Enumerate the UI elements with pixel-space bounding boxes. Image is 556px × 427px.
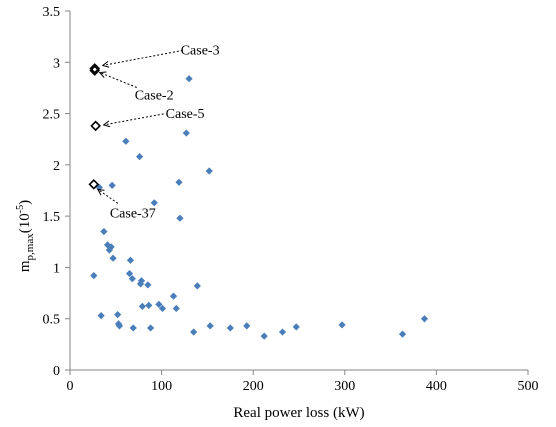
data-point xyxy=(398,330,407,338)
y-tick-label: 2 xyxy=(53,159,60,174)
annotation-arrow xyxy=(104,113,164,125)
data-point xyxy=(100,227,108,236)
data-point xyxy=(108,181,116,189)
data-point xyxy=(292,323,300,331)
y-tick-label: 0.5 xyxy=(43,313,61,328)
data-point xyxy=(107,243,115,251)
annotations: Case-3 Case-2 Case-5 Case-37 xyxy=(98,43,220,221)
y-tick-label: 1.5 xyxy=(43,210,61,225)
data-point xyxy=(243,322,251,330)
data-point xyxy=(182,129,190,137)
y-tick-label: 3 xyxy=(53,56,60,71)
data-point xyxy=(136,153,144,161)
data-point xyxy=(155,300,163,308)
highlight-point xyxy=(90,120,101,132)
data-point xyxy=(136,280,145,288)
y-axis-title-unit-post: ) xyxy=(17,200,33,205)
axes: 0 0.5 1 1.5 2 2.5 3 3.5 0 100 200 300 400 500 xyxy=(43,5,539,394)
x-tick-label: 0 xyxy=(67,379,74,394)
data-point xyxy=(126,256,135,264)
data-point xyxy=(114,311,122,319)
annotation-label: Case-5 xyxy=(166,107,205,122)
data-point xyxy=(158,304,167,313)
data-point xyxy=(169,292,178,300)
y-axis-title: mp,max(10-5) xyxy=(15,200,36,272)
data-point xyxy=(109,254,117,262)
x-axis-title: Real power loss (kW) xyxy=(233,405,364,421)
data-point xyxy=(420,315,429,323)
data-point xyxy=(193,282,201,290)
data-point xyxy=(150,199,158,207)
data-point xyxy=(338,321,346,329)
x-tick-label: 400 xyxy=(426,379,447,394)
data-point xyxy=(205,167,213,175)
data-point xyxy=(145,301,153,309)
data-point xyxy=(103,241,112,249)
data-point xyxy=(176,214,184,222)
data-point xyxy=(147,324,155,332)
data-point xyxy=(137,277,146,285)
y-tick-label: 1 xyxy=(53,261,60,276)
x-tick-label: 300 xyxy=(334,379,355,394)
data-point xyxy=(122,137,130,145)
data-point xyxy=(190,328,198,336)
annotation-label: Case-37 xyxy=(110,206,156,221)
data-point xyxy=(172,304,180,313)
data-point xyxy=(129,324,137,332)
data-point xyxy=(138,302,146,311)
annotation-arrow xyxy=(103,49,183,65)
data-point xyxy=(128,275,136,283)
y-tick-label: 0 xyxy=(53,364,60,379)
data-points xyxy=(88,63,429,340)
data-point xyxy=(97,312,105,320)
x-tick-label: 100 xyxy=(151,379,172,394)
highlight-point xyxy=(88,179,100,190)
annotation-label: Case-3 xyxy=(181,43,220,58)
data-point xyxy=(144,281,152,289)
data-point xyxy=(260,332,268,340)
data-point xyxy=(226,324,234,332)
y-axis-title-main: m xyxy=(17,260,33,272)
y-tick-label: 3.5 xyxy=(43,5,61,20)
data-point xyxy=(90,272,98,280)
data-point xyxy=(206,322,214,330)
annotation-arrow xyxy=(100,72,137,88)
data-point xyxy=(278,328,287,336)
y-tick-label: 2.5 xyxy=(43,108,61,123)
y-axis-title-sub: p,max xyxy=(24,233,36,261)
highlight-point xyxy=(89,65,101,76)
data-point xyxy=(185,75,193,83)
y-axis-title-unit-pre: (10 xyxy=(17,213,33,233)
x-tick-label: 500 xyxy=(518,379,539,394)
annotation-label: Case-2 xyxy=(135,88,174,103)
highlight-point xyxy=(89,63,101,74)
annotation-arrow xyxy=(98,189,119,204)
x-tick-label: 200 xyxy=(243,379,264,394)
data-point xyxy=(125,269,134,278)
data-point xyxy=(115,322,124,330)
data-point xyxy=(175,178,183,186)
y-axis-title-unit-sup: -5 xyxy=(15,205,26,213)
